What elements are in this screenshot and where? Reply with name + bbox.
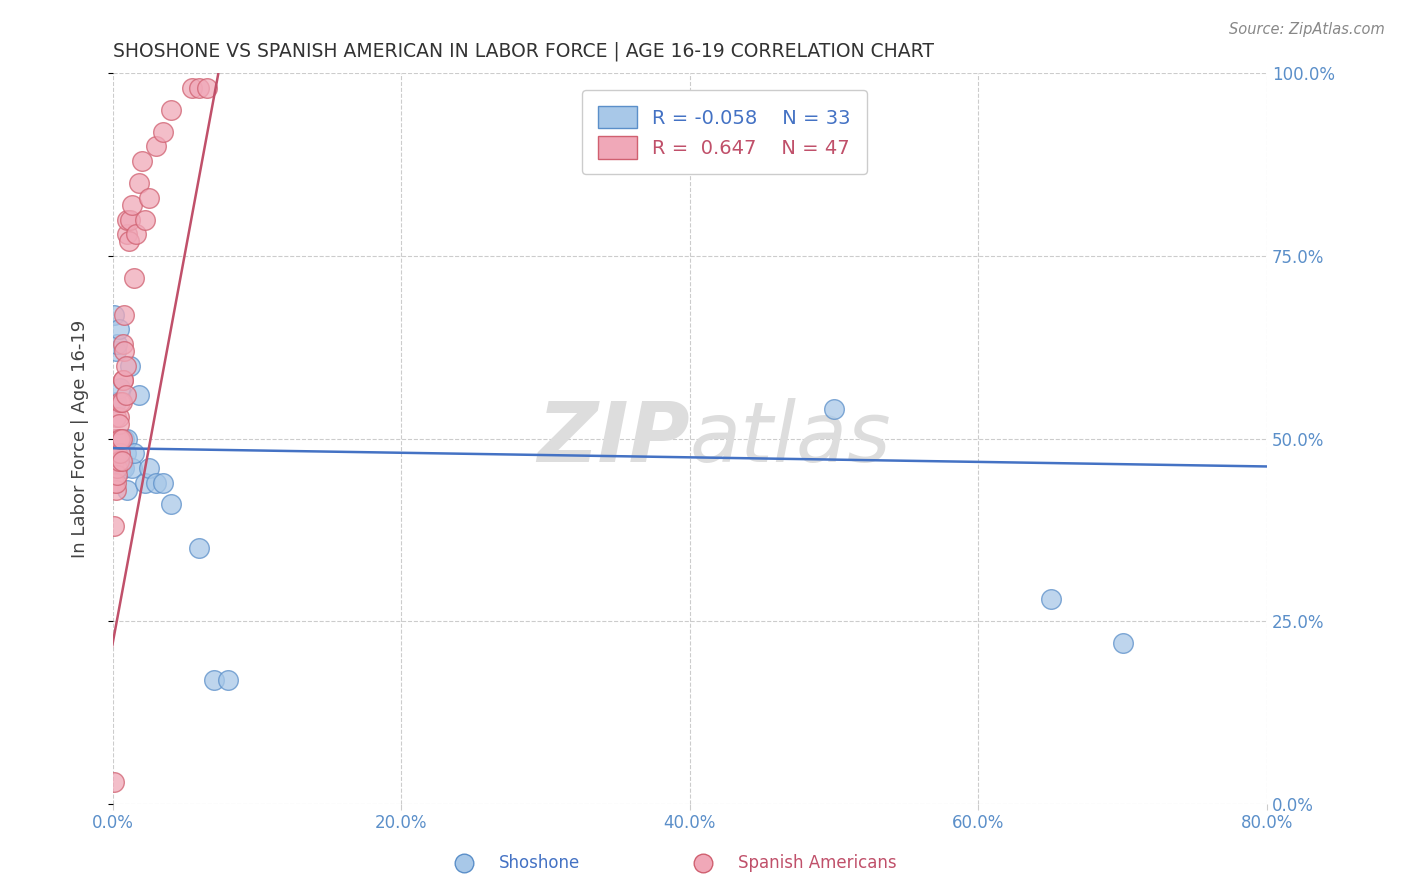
Point [121,461,143,475]
Point [117,227,139,241]
Point [107,432,129,446]
Text: SHOSHONE VS SPANISH AMERICAN IN LABOR FORCE | AGE 16-19 CORRELATION CHART: SHOSHONE VS SPANISH AMERICAN IN LABOR FO… [112,42,934,62]
Point [128,388,150,402]
Point [131,154,153,169]
Point [110,461,132,475]
Point [1111,636,1133,650]
Point [159,103,181,117]
Point [107,417,129,431]
Point [108,446,131,460]
Point [138,191,160,205]
Point [104,409,127,424]
Point [120,359,142,373]
Point [1039,592,1062,607]
Point [125,227,148,241]
Point [107,409,129,424]
Y-axis label: In Labor Force | Age 16-19: In Labor Force | Age 16-19 [72,319,89,558]
Point [104,344,127,359]
Point [117,432,139,446]
Point [134,475,156,490]
Point [114,359,136,373]
Point [110,432,132,446]
Point [112,461,135,475]
Point [134,212,156,227]
Point [128,176,150,190]
Point [104,475,127,490]
Point [112,432,135,446]
Point [188,81,211,95]
Point [120,212,142,227]
Point [145,475,167,490]
Text: Source: ZipAtlas.com: Source: ZipAtlas.com [1229,22,1385,37]
Point [112,344,135,359]
Point [152,125,174,139]
Point [112,308,135,322]
Text: ZIP: ZIP [537,398,690,479]
Point [110,432,132,446]
Point [107,432,129,446]
Point [104,483,127,497]
Point [145,139,167,153]
Point [108,395,131,409]
Point [111,373,134,387]
Legend: R = -0.058    N = 33, R =  0.647    N = 47: R = -0.058 N = 33, R = 0.647 N = 47 [582,90,866,174]
Point [104,395,127,409]
Text: Spanish Americans: Spanish Americans [738,855,897,872]
Point [103,775,125,789]
Point [823,402,845,417]
Point [114,446,136,460]
Point [103,308,125,322]
Point [111,336,134,351]
Point [114,388,136,402]
Point [103,453,125,467]
Point [107,453,129,467]
Point [124,446,146,460]
Point [188,541,211,556]
Point [202,673,225,687]
Point [105,432,128,446]
Point [181,81,204,95]
Point [118,235,141,249]
Point [108,380,131,394]
Point [110,395,132,409]
Point [124,271,146,285]
Point [152,475,174,490]
Point [692,856,714,871]
Point [107,322,129,336]
Point [104,432,127,446]
Point [121,198,143,212]
Point [117,212,139,227]
Point [110,453,132,467]
Point [103,519,125,533]
Point [453,856,475,871]
Point [103,475,125,490]
Text: atlas: atlas [690,398,891,479]
Point [105,446,128,460]
Point [159,498,181,512]
Point [108,432,131,446]
Text: Shoshone: Shoshone [499,855,581,872]
Point [138,461,160,475]
Point [104,446,127,460]
Point [111,432,134,446]
Point [111,373,134,387]
Point [105,432,128,446]
Point [105,336,128,351]
Point [111,453,134,467]
Point [195,81,218,95]
Point [217,673,239,687]
Point [105,461,128,475]
Point [108,446,131,460]
Point [105,468,128,483]
Point [117,483,139,497]
